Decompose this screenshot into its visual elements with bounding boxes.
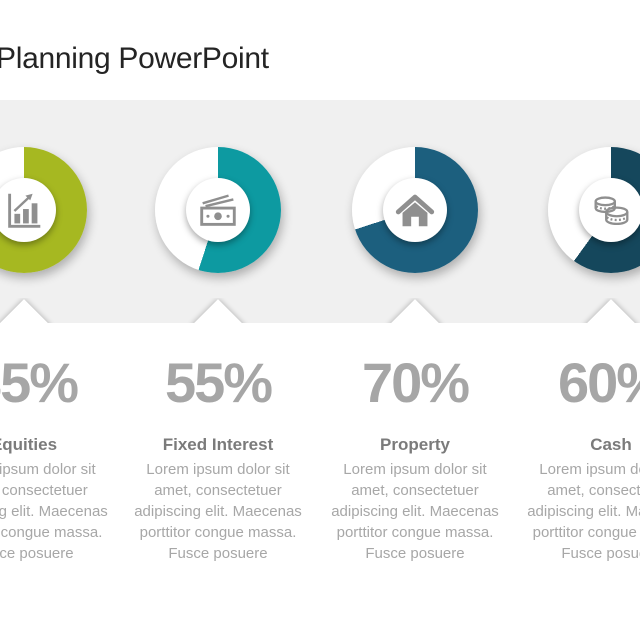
category-description: Lorem ipsum dolor sit amet, consectetuer… — [527, 461, 640, 562]
chevron-up-icon — [0, 299, 51, 323]
page-title: Planning PowerPoint — [0, 42, 269, 75]
highlight-band — [0, 100, 640, 323]
chevron-up-icon — [584, 299, 638, 323]
donut-center-disc — [579, 178, 640, 242]
category-description: Lorem ipsum dolor sit amet, consectetuer… — [0, 461, 108, 562]
category-label: Cash — [590, 435, 632, 454]
bar-chart-icon — [8, 193, 41, 228]
chevron-notch — [0, 298, 58, 323]
home-icon — [395, 194, 435, 227]
chevron-notch — [577, 298, 640, 323]
chevron-notch — [184, 298, 252, 323]
category-label: Property — [380, 435, 450, 454]
donut-chart-fixed-interest — [155, 147, 281, 273]
coins-icon — [594, 196, 629, 226]
percent-value: 60% — [557, 351, 640, 414]
category-label: Equities — [0, 435, 58, 454]
chevron-up-icon — [388, 299, 442, 323]
percent-value: 85% — [0, 351, 79, 414]
donut-chart-property — [352, 147, 478, 273]
money-icon — [200, 194, 236, 226]
category-column-equities: 85% Equities Lorem ipsum dolor sit amet,… — [0, 345, 119, 564]
donut-center-disc — [383, 178, 447, 242]
percent-value: 55% — [164, 351, 273, 414]
category-description: Lorem ipsum dolor sit amet, consectetuer… — [134, 461, 302, 562]
donut-chart-cash — [548, 147, 640, 273]
category-column-cash: 60% Cash Lorem ipsum dolor sit amet, con… — [516, 345, 640, 564]
chevron-notch — [381, 298, 449, 323]
category-column-fixed-interest: 55% Fixed Interest Lorem ipsum dolor sit… — [123, 345, 313, 564]
chevron-up-icon — [191, 299, 245, 323]
category-description: Lorem ipsum dolor sit amet, consectetuer… — [331, 461, 499, 562]
donut-center-disc — [186, 178, 250, 242]
percent-value: 70% — [361, 351, 470, 414]
category-column-property: 70% Property Lorem ipsum dolor sit amet,… — [320, 345, 510, 564]
category-label: Fixed Interest — [162, 435, 274, 454]
donut-center-disc — [0, 178, 56, 242]
